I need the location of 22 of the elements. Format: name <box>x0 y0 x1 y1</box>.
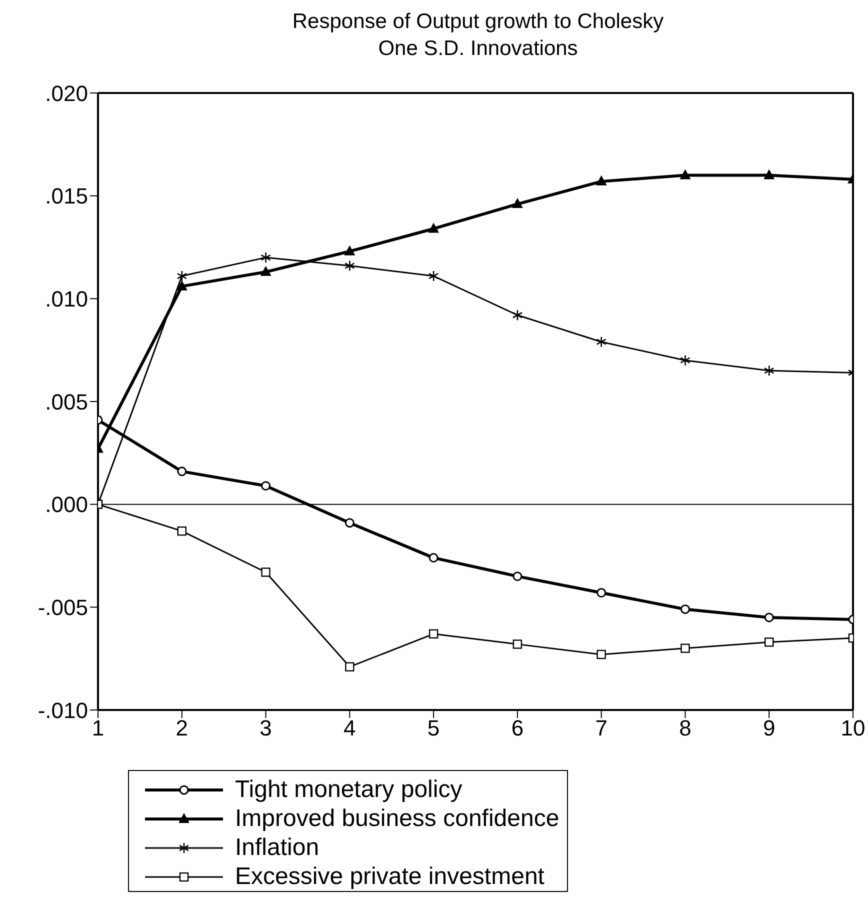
x-tick-label: 4 <box>344 716 356 741</box>
y-tick-label: -.005 <box>38 594 88 620</box>
y-tick-label: .010 <box>45 286 88 312</box>
y-tick-label: .020 <box>45 80 88 106</box>
y-tick-label: .005 <box>45 389 88 414</box>
x-tick-label: 5 <box>427 716 440 741</box>
y-tick-label: .015 <box>45 184 88 209</box>
x-tick-label: 2 <box>176 716 188 741</box>
y-tick-label: -.010 <box>38 698 88 723</box>
legend-label: Improved business confidence <box>235 804 560 832</box>
x-tick-label: 6 <box>511 716 524 741</box>
legend-label: Excessive private investment <box>235 862 544 890</box>
x-tick-label: 8 <box>679 716 692 741</box>
chart-title: Response of Output growth to Cholesky One S.D. Innovations <box>291 9 665 62</box>
x-tick-label: 3 <box>260 716 272 741</box>
legend-label: Inflation <box>235 834 320 862</box>
x-tick-label: 9 <box>762 716 776 741</box>
legend-label: Tight monetary policy <box>235 776 462 804</box>
x-tick-label: 7 <box>595 716 608 741</box>
x-tick-label: 10 <box>840 716 866 741</box>
x-tick-label: 1 <box>92 716 104 741</box>
y-tick-label: .000 <box>45 492 88 518</box>
